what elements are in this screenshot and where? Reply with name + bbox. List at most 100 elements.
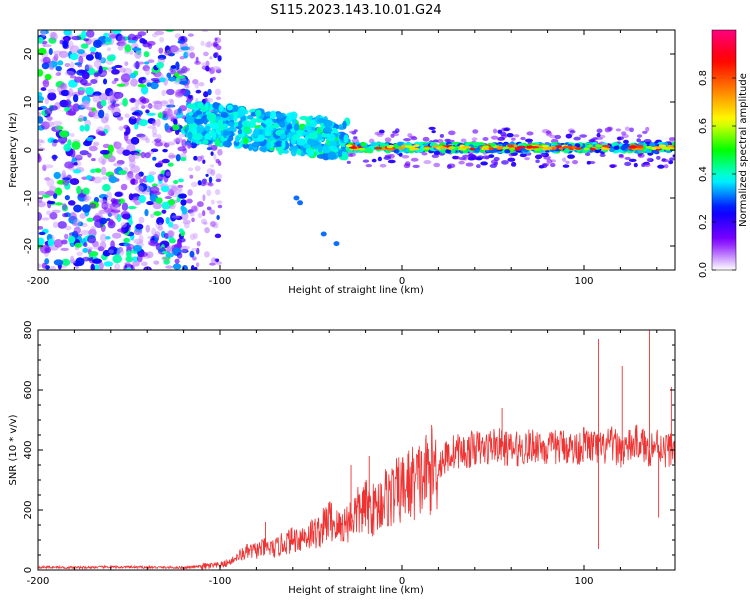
- heatmap-cell: [136, 113, 142, 118]
- heatmap-cell: [192, 79, 199, 85]
- heatmap-cell: [161, 158, 170, 164]
- heatmap-cell: [91, 157, 96, 162]
- heatmap-cell: [407, 133, 413, 138]
- heatmap-cell: [42, 79, 50, 88]
- heatmap-cell: [133, 228, 143, 236]
- heatmap-cell: [218, 104, 224, 112]
- heatmap-cell: [173, 119, 178, 126]
- heatmap-cell: [41, 217, 50, 221]
- heatmap-cell: [410, 147, 420, 151]
- heatmap-cell: [558, 147, 564, 150]
- heatmap-cell: [403, 137, 411, 142]
- heatmap-cell: [500, 134, 508, 139]
- heatmap-cell: [134, 201, 140, 206]
- heatmap-cell: [80, 229, 90, 235]
- heatmap-cell: [83, 103, 88, 108]
- heatmap-cell: [210, 199, 215, 205]
- heatmap-cell: [161, 209, 167, 214]
- heatmap-cell: [193, 132, 203, 141]
- heatmap-cell: [129, 178, 139, 186]
- heatmap-cell: [386, 145, 394, 149]
- heatmap-cell: [92, 141, 100, 147]
- heatmap-cell: [269, 110, 277, 120]
- heatmap-cell: [140, 151, 146, 159]
- heatmap-cell: [42, 194, 51, 198]
- heatmap-cell: [202, 159, 206, 164]
- spectrogram-heatmap: [38, 30, 675, 270]
- heatmap-cell: [396, 141, 403, 147]
- heatmap-cell: [256, 134, 266, 142]
- heatmap-cell: [122, 97, 128, 107]
- heatmap-cell: [92, 39, 103, 49]
- heatmap-cell: [152, 104, 160, 109]
- heatmap-cell: [165, 114, 175, 120]
- heatmap-cell: [63, 233, 69, 240]
- heatmap-cell: [84, 124, 90, 132]
- heatmap-cell: [196, 201, 204, 208]
- heatmap-cell: [507, 157, 516, 162]
- heatmap-cell: [88, 251, 99, 257]
- heatmap-cell: [52, 221, 59, 229]
- heatmap-cell: [526, 145, 533, 149]
- heatmap-cell: [458, 156, 467, 161]
- heatmap-cell: [166, 72, 172, 79]
- heatmap-cell: [101, 201, 108, 210]
- heatmap-cell: [174, 72, 180, 77]
- heatmap-cell: [636, 144, 644, 148]
- heatmap-cell: [178, 193, 187, 199]
- heatmap-cell: [235, 135, 240, 143]
- heatmap-cell: [206, 40, 213, 48]
- heatmap-cell: [177, 184, 184, 189]
- heatmap-cell: [633, 162, 638, 168]
- heatmap-cell: [167, 76, 177, 82]
- heatmap-cell: [195, 89, 202, 94]
- heatmap-cell: [212, 131, 217, 140]
- heatmap-cell: [40, 30, 49, 35]
- heatmap-cell: [206, 168, 213, 175]
- heatmap-cell: [168, 205, 176, 210]
- heatmap-cell: [46, 116, 54, 121]
- heatmap-cell: [138, 119, 149, 127]
- heatmap-cell: [404, 145, 414, 148]
- heatmap-cell: [565, 160, 570, 165]
- heatmap-cell: [181, 139, 187, 148]
- heatmap-cell: [196, 247, 200, 255]
- heatmap-cell: [195, 262, 200, 268]
- heatmap-cell: [59, 83, 67, 90]
- heatmap-cell: [183, 51, 189, 59]
- y-tick-label: -20: [23, 238, 34, 254]
- heatmap-cell: [210, 144, 218, 151]
- heatmap-cell: [600, 146, 608, 150]
- y-tick-label: 400: [23, 440, 34, 459]
- heatmap-cell: [433, 162, 441, 168]
- heatmap-cell: [585, 152, 591, 157]
- heatmap-cell: [292, 134, 300, 141]
- heatmap-cell: [583, 147, 590, 151]
- heatmap-cell: [84, 65, 92, 70]
- heatmap-cell: [185, 115, 195, 125]
- heatmap-cell: [92, 91, 102, 97]
- heatmap-cell: [70, 61, 75, 70]
- heatmap-cell: [166, 88, 175, 96]
- heatmap-cell: [146, 112, 156, 116]
- heatmap-cell: [54, 187, 63, 196]
- heatmap-cell: [465, 162, 474, 167]
- heatmap-cell: [144, 209, 149, 217]
- heatmap-cell: [38, 153, 41, 163]
- heatmap-cell: [114, 64, 123, 69]
- heatmap-cell: [64, 161, 75, 169]
- heatmap-cell: [87, 235, 97, 244]
- heatmap-cell: [128, 116, 137, 125]
- heatmap-cell: [196, 124, 205, 134]
- heatmap-cell: [182, 219, 191, 225]
- heatmap-cell: [44, 177, 51, 181]
- heatmap-cell: [217, 204, 223, 209]
- heatmap-cell: [171, 124, 180, 131]
- heatmap-cell: [526, 131, 534, 136]
- heatmap-cell: [166, 104, 176, 108]
- x-tick-label: -100: [209, 576, 232, 587]
- heatmap-cell: [135, 172, 142, 180]
- heatmap-cell: [140, 261, 148, 267]
- heatmap-cell: [93, 60, 102, 68]
- heatmap-cell: [134, 185, 144, 192]
